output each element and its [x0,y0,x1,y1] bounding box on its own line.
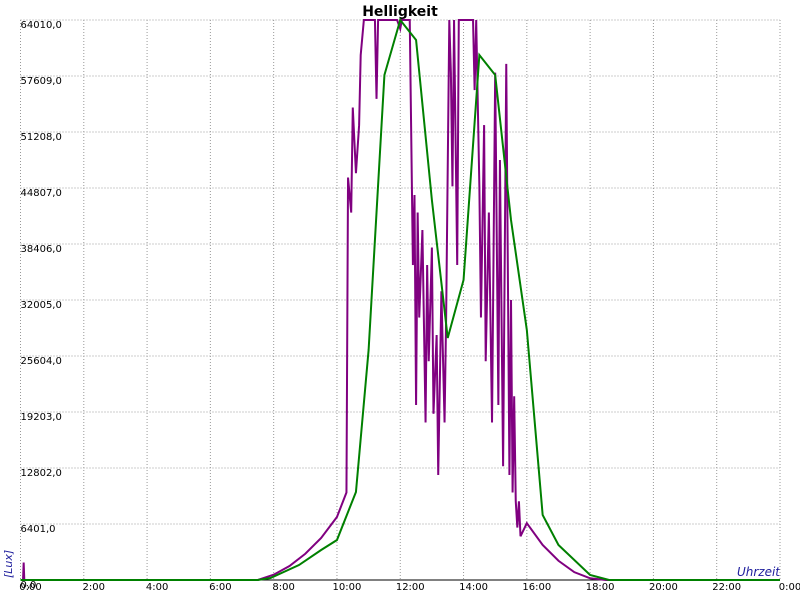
x-tick-label: 10:00 [333,582,362,593]
y-tick-label: 51208,0 [21,132,62,143]
y-tick-label: 19203,0 [21,412,62,423]
x-tick-label: 0:00 [19,582,41,593]
x-axis-label: Uhrzeit [737,565,781,579]
y-tick-label: 0,0 [21,580,37,591]
x-tick-label: 22:00 [712,582,741,593]
y-tick-label: 12802,0 [21,468,62,479]
y-tick-label: 38406,0 [21,244,62,255]
x-tick-label: 8:00 [272,582,294,593]
x-tick-label: 6:00 [209,582,231,593]
x-tick-label: 0:00 [779,582,800,593]
y-tick-label: 25604,0 [21,356,62,367]
x-tick-label: 2:00 [83,582,105,593]
chart-title: Helligkeit [362,4,438,20]
x-tick-label: 12:00 [396,582,425,593]
y-tick-label: 57609,0 [21,76,62,87]
x-tick-label: 20:00 [649,582,678,593]
x-tick-label: 18:00 [586,582,615,593]
series-line [20,17,780,581]
y-tick-label: 32005,0 [21,300,62,311]
y-tick-label: 64010,0 [21,20,62,31]
y-tick-label: 6401,0 [21,524,56,535]
x-tick-label: 4:00 [146,582,168,593]
x-tick-label: 16:00 [522,582,551,593]
x-tick-label: 14:00 [459,582,488,593]
y-tick-label: 44807,0 [21,188,62,199]
y-axis-label: [Lux] [2,550,15,578]
